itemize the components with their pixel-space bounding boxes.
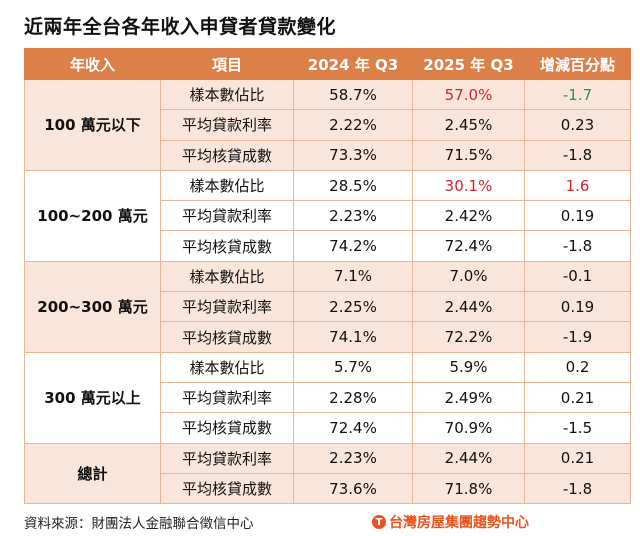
value-2024: 7.1% (293, 260, 413, 293)
value-2024: 2.23% (293, 442, 413, 474)
item-label: 平均貸款利率 (160, 109, 294, 141)
value-2025: 2.49% (412, 381, 525, 414)
income-group: 200~300 萬元 (24, 260, 161, 353)
item-label: 樣本數佔比 (160, 169, 294, 202)
column-header: 項目 (160, 48, 294, 80)
value-2024: 72.4% (293, 412, 413, 444)
value-2024: 2.23% (293, 200, 413, 232)
table-row: 平均核貸成數 73.3% 71.5% -1.8 (25, 139, 631, 171)
diff-value: -1.8 (524, 230, 631, 262)
column-header: 2025 年 Q3 (412, 48, 525, 80)
item-label: 平均貸款利率 (160, 291, 294, 323)
table-row: 300 萬元以上 樣本數佔比 5.7% 5.9% 0.2 (24, 351, 631, 444)
value-2024: 74.2% (293, 230, 413, 262)
item-label: 樣本數佔比 (160, 260, 294, 293)
item-label: 平均貸款利率 (160, 381, 294, 414)
diff-value: 0.21 (524, 381, 631, 414)
table-row: 平均貸款利率 2.22% 2.45% 0.23 (25, 109, 631, 141)
value-2025: 71.5% (412, 139, 525, 171)
item-label: 平均核貸成數 (160, 472, 294, 505)
income-group: 300 萬元以上 (24, 351, 161, 444)
value-2025: 2.44% (412, 442, 525, 474)
item-label: 平均核貸成數 (160, 321, 294, 353)
value-2024: 2.22% (293, 109, 413, 141)
column-header: 年收入 (24, 48, 161, 80)
table-header: 年收入 項目 2024 年 Q3 2025 年 Q3 增減百分點 (24, 48, 631, 80)
value-2025: 72.2% (412, 321, 525, 353)
value-2024: 28.5% (293, 169, 413, 202)
value-2025: 7.0% (412, 260, 525, 293)
diff-value: -1.7 (524, 78, 631, 111)
table-row: 平均核貸成數 73.6% 71.8% -1.8 (25, 472, 631, 505)
table-row: 平均貸款利率 2.25% 2.44% 0.19 (25, 291, 631, 323)
diff-value: 0.19 (524, 291, 631, 323)
value-2025: 57.0% (412, 78, 525, 111)
diff-value: 1.6 (524, 169, 631, 202)
table-row: 平均核貸成數 74.2% 72.4% -1.8 (25, 230, 631, 262)
column-header: 增減百分點 (524, 48, 631, 80)
income-group: 總計 (24, 442, 161, 505)
value-2025: 71.8% (412, 472, 525, 505)
diff-value: -0.1 (524, 260, 631, 293)
value-2025: 2.42% (412, 200, 525, 232)
item-label: 平均貸款利率 (160, 442, 294, 474)
value-2024: 58.7% (293, 78, 413, 111)
value-2024: 73.3% (293, 139, 413, 171)
source-note: 資料來源：財團法人金融聯合徵信中心 (24, 516, 254, 532)
income-group: 100 萬元以下 (24, 79, 161, 171)
table-row: 平均貸款利率 2.23% 2.42% 0.19 (25, 200, 631, 232)
table-row: 100~200 萬元 樣本數佔比 28.5% 30.1% 1.6 (24, 169, 631, 262)
value-2025: 2.45% (412, 109, 525, 141)
value-2025: 30.1% (412, 169, 525, 202)
value-2025: 5.9% (412, 351, 525, 383)
diff-value: 0.2 (524, 351, 631, 383)
item-label: 平均核貸成數 (160, 230, 294, 262)
logo-icon: T (372, 515, 386, 529)
value-2024: 74.1% (293, 321, 413, 353)
diff-value: 0.21 (524, 442, 631, 474)
value-2025: 2.44% (412, 291, 525, 323)
value-2025: 72.4% (412, 230, 525, 262)
value-2024: 5.7% (293, 351, 413, 383)
value-2024: 2.28% (293, 381, 413, 414)
item-label: 樣本數佔比 (160, 351, 294, 383)
column-header: 2024 年 Q3 (293, 48, 413, 80)
value-2024: 2.25% (293, 291, 413, 323)
diff-value: -1.9 (524, 321, 631, 353)
logo: T 台灣房屋集團趨勢中心 (372, 512, 529, 532)
table-row: 200~300 萬元 樣本數佔比 7.1% 7.0% -0.1 (24, 260, 631, 353)
item-label: 平均核貸成數 (160, 139, 294, 171)
item-label: 平均貸款利率 (160, 200, 294, 232)
diff-value: 0.19 (524, 200, 631, 232)
value-2024: 73.6% (293, 472, 413, 505)
table-row: 總計 平均貸款利率 2.23% 2.44% 0.21 (24, 442, 631, 505)
value-2025: 70.9% (412, 412, 525, 444)
page-title: 近兩年全台各年收入申貸者貸款變化 (24, 16, 337, 38)
diff-value: -1.8 (524, 139, 631, 171)
item-label: 樣本數佔比 (160, 78, 294, 111)
logo-text: 台灣房屋集團趨勢中心 (389, 515, 529, 531)
table-row: 100 萬元以下 樣本數佔比 58.7% 57.0% -1.7 (24, 78, 631, 171)
income-group: 100~200 萬元 (24, 169, 161, 262)
item-label: 平均核貸成數 (160, 412, 294, 444)
loan-table: 年收入 項目 2024 年 Q3 2025 年 Q3 增減百分點 100 萬元以下 樣本數… (24, 48, 631, 505)
diff-value: 0.23 (524, 109, 631, 141)
diff-value: -1.5 (524, 412, 631, 444)
diff-value: -1.8 (524, 472, 631, 505)
